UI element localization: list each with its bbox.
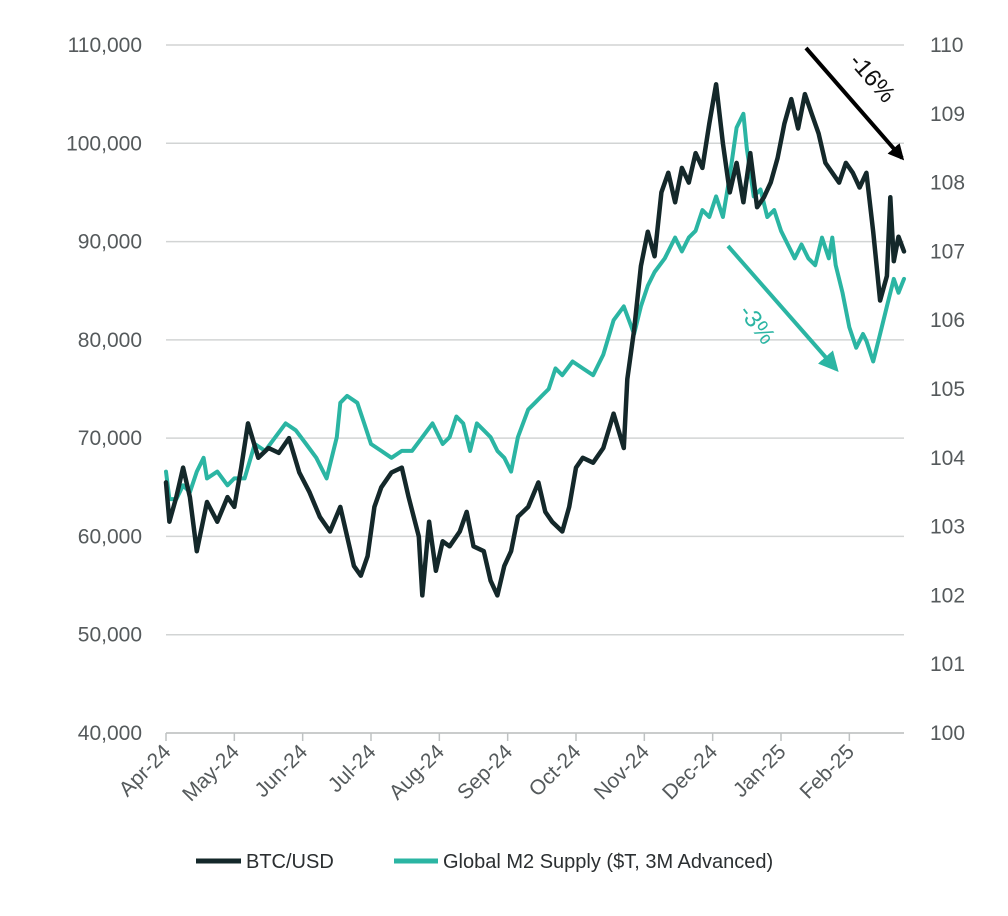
x-tick-label: Jul-24 <box>324 740 381 797</box>
x-tick-label: Nov-24 <box>590 740 654 804</box>
series-line-btc-usd <box>163 82 907 598</box>
right-tick-label: 104 <box>930 447 965 470</box>
x-tick-label: Sep-24 <box>453 740 517 804</box>
right-tick-label: 102 <box>930 584 965 607</box>
left-tick-label: 80,000 <box>78 329 142 352</box>
right-tick-label: 108 <box>930 172 965 195</box>
grid-lines <box>166 44 904 734</box>
legend-label-m2: Global M2 Supply ($T, 3M Advanced) <box>443 851 773 873</box>
x-tick-label: Jan-25 <box>729 740 791 802</box>
right-tick-label: 106 <box>930 309 965 332</box>
left-tick-label: 110,000 <box>68 34 142 57</box>
x-tick-label: Jun-24 <box>251 740 313 802</box>
right-tick-label: 101 <box>930 653 965 676</box>
right-tick-label: 100 <box>930 722 965 745</box>
x-axis: Apr-24 May-24 Jun-24 Jul-24 Aug-24 Sep-24 Oct-… <box>115 732 904 806</box>
annotation-arrow-m2 <box>726 244 839 373</box>
left-tick-label: 40,000 <box>78 722 142 745</box>
left-tick-label: 70,000 <box>78 427 142 450</box>
x-tick-label: Aug-24 <box>385 740 449 804</box>
left-tick-label: 50,000 <box>78 624 142 647</box>
x-tick-label: Apr-24 <box>115 740 176 801</box>
legend: BTC/USD Global M2 Supply ($T, 3M Advance… <box>196 851 773 873</box>
right-tick-label: 109 <box>930 103 965 126</box>
right-tick-label: 103 <box>930 516 965 539</box>
left-tick-label: 60,000 <box>78 525 142 548</box>
x-tick-label: Dec-24 <box>658 740 722 804</box>
x-tick-label: Feb-25 <box>796 740 859 803</box>
annotation-label-m2: -3% <box>733 299 780 349</box>
right-tick-label: 105 <box>930 378 965 401</box>
right-tick-label: 107 <box>930 240 965 263</box>
right-axis: 100 101 102 103 104 105 106 107 108 109 110 <box>930 34 965 745</box>
right-tick-label: 110 <box>930 34 963 57</box>
legend-label-btc: BTC/USD <box>246 851 334 873</box>
left-tick-label: 90,000 <box>78 231 142 254</box>
left-tick-label: 100,000 <box>66 132 142 155</box>
left-axis: 40,000 50,000 60,000 70,000 80,000 90,000 100,… <box>66 34 142 745</box>
annotation-arrow-btc <box>804 46 905 161</box>
x-tick-label: May-24 <box>178 740 244 806</box>
series-line-global-m2 <box>164 111 906 502</box>
x-tick-label: Oct-24 <box>525 740 586 801</box>
